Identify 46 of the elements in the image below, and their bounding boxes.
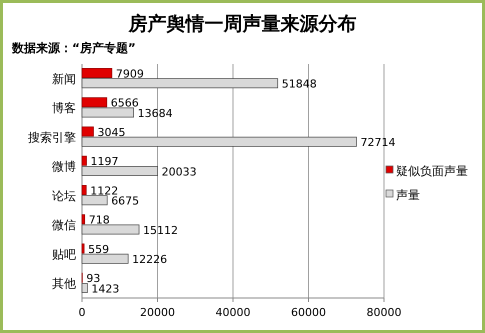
bar	[82, 185, 87, 195]
y-tick-label: 搜索引擎	[28, 130, 76, 144]
bar	[82, 195, 108, 206]
chart-title: 房产舆情一周声量来源分布	[128, 13, 356, 35]
x-tick-label: 20000	[140, 306, 175, 319]
bar	[82, 214, 86, 224]
data-label: 559	[88, 242, 110, 256]
bar	[82, 68, 112, 78]
x-tick-label: 40000	[216, 306, 250, 319]
bar	[82, 254, 129, 264]
x-tick-label: 60000	[291, 306, 326, 319]
bar	[82, 244, 84, 254]
data-label: 7909	[116, 67, 144, 80]
y-tick-label: 博客	[52, 101, 76, 116]
bar	[82, 108, 134, 118]
bar	[82, 78, 278, 88]
data-label: 72714	[360, 136, 396, 150]
bar	[82, 156, 87, 166]
data-label: 1122	[90, 184, 118, 198]
y-tick-label: 论坛	[52, 188, 76, 203]
bar	[82, 136, 357, 147]
data-label: 20033	[162, 165, 197, 178]
data-label: 51848	[282, 78, 317, 91]
data-label: 718	[88, 214, 110, 227]
y-tick-label: 新闻	[52, 72, 76, 86]
bar	[82, 126, 94, 136]
y-tick-label: 微信	[52, 218, 76, 232]
y-tick-label: 贴吧	[52, 247, 76, 262]
x-tick-label: 80000	[366, 306, 402, 319]
bar	[82, 166, 158, 176]
data-label: 13684	[138, 106, 173, 120]
data-label: 3045	[97, 126, 126, 139]
data-label: 1197	[90, 155, 119, 168]
bar	[82, 224, 140, 234]
legend-label: 声量	[396, 188, 420, 202]
bar	[82, 97, 108, 108]
bar	[82, 283, 88, 293]
legend-label: 疑似负面声量	[396, 164, 468, 178]
chart-subtitle: 数据来源：“房产专题”	[11, 41, 136, 55]
data-label: 15112	[143, 224, 178, 237]
data-label: 12226	[132, 253, 168, 266]
y-tick-label: 微博	[52, 160, 76, 174]
y-tick-label: 其他	[52, 276, 76, 291]
x-tick-label: 0	[78, 306, 86, 319]
data-label: 6675	[111, 194, 140, 208]
data-label: 6566	[110, 96, 139, 110]
